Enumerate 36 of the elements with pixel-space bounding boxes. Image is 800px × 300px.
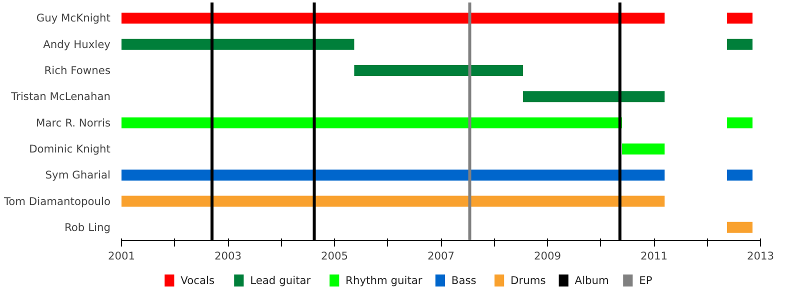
y-tick-label: Andy Huxley — [43, 38, 111, 51]
x-tick-label: 2007 — [427, 250, 455, 262]
x-tick-label: 2001 — [108, 250, 136, 262]
y-tick-label: Tristan McLenahan — [10, 90, 111, 104]
legend-label: Vocals — [180, 274, 215, 287]
x-tick-label: 2011 — [640, 250, 668, 262]
bar — [122, 12, 665, 24]
legend-label: Bass — [451, 274, 477, 287]
y-tick-label: Dominic Knight — [29, 142, 111, 156]
bar — [622, 143, 665, 154]
y-tick-label: Sym Gharial — [45, 168, 111, 182]
x-tick-label: 2013 — [746, 250, 774, 262]
bar — [726, 170, 753, 181]
x-tick-label: 2009 — [534, 250, 562, 262]
bar — [523, 91, 665, 102]
bar — [726, 38, 753, 50]
bar — [726, 117, 753, 128]
bar — [354, 65, 524, 76]
legend-label: Lead guitar — [250, 274, 312, 287]
bar — [122, 38, 354, 50]
y-tick-label: Tom Diamantopoulo — [2, 194, 110, 208]
y-tick-label: Rob Ling — [64, 220, 111, 234]
bar — [122, 196, 665, 207]
y-tick-label: Marc R. Norris — [36, 116, 111, 130]
legend-label: Album — [574, 274, 609, 287]
y-tick-label: Rich Fownes — [44, 64, 111, 77]
bar — [122, 170, 665, 181]
legend-label: Drums — [510, 274, 546, 287]
x-tick-label: 2005 — [320, 250, 348, 262]
bar — [726, 222, 753, 233]
bar — [122, 117, 622, 128]
legend-label: Rhythm guitar — [346, 274, 423, 287]
legend-label: EP — [639, 274, 653, 287]
y-tick-label: Guy McKnight — [36, 12, 111, 25]
x-tick-label: 2003 — [214, 250, 242, 262]
bar — [726, 12, 753, 24]
